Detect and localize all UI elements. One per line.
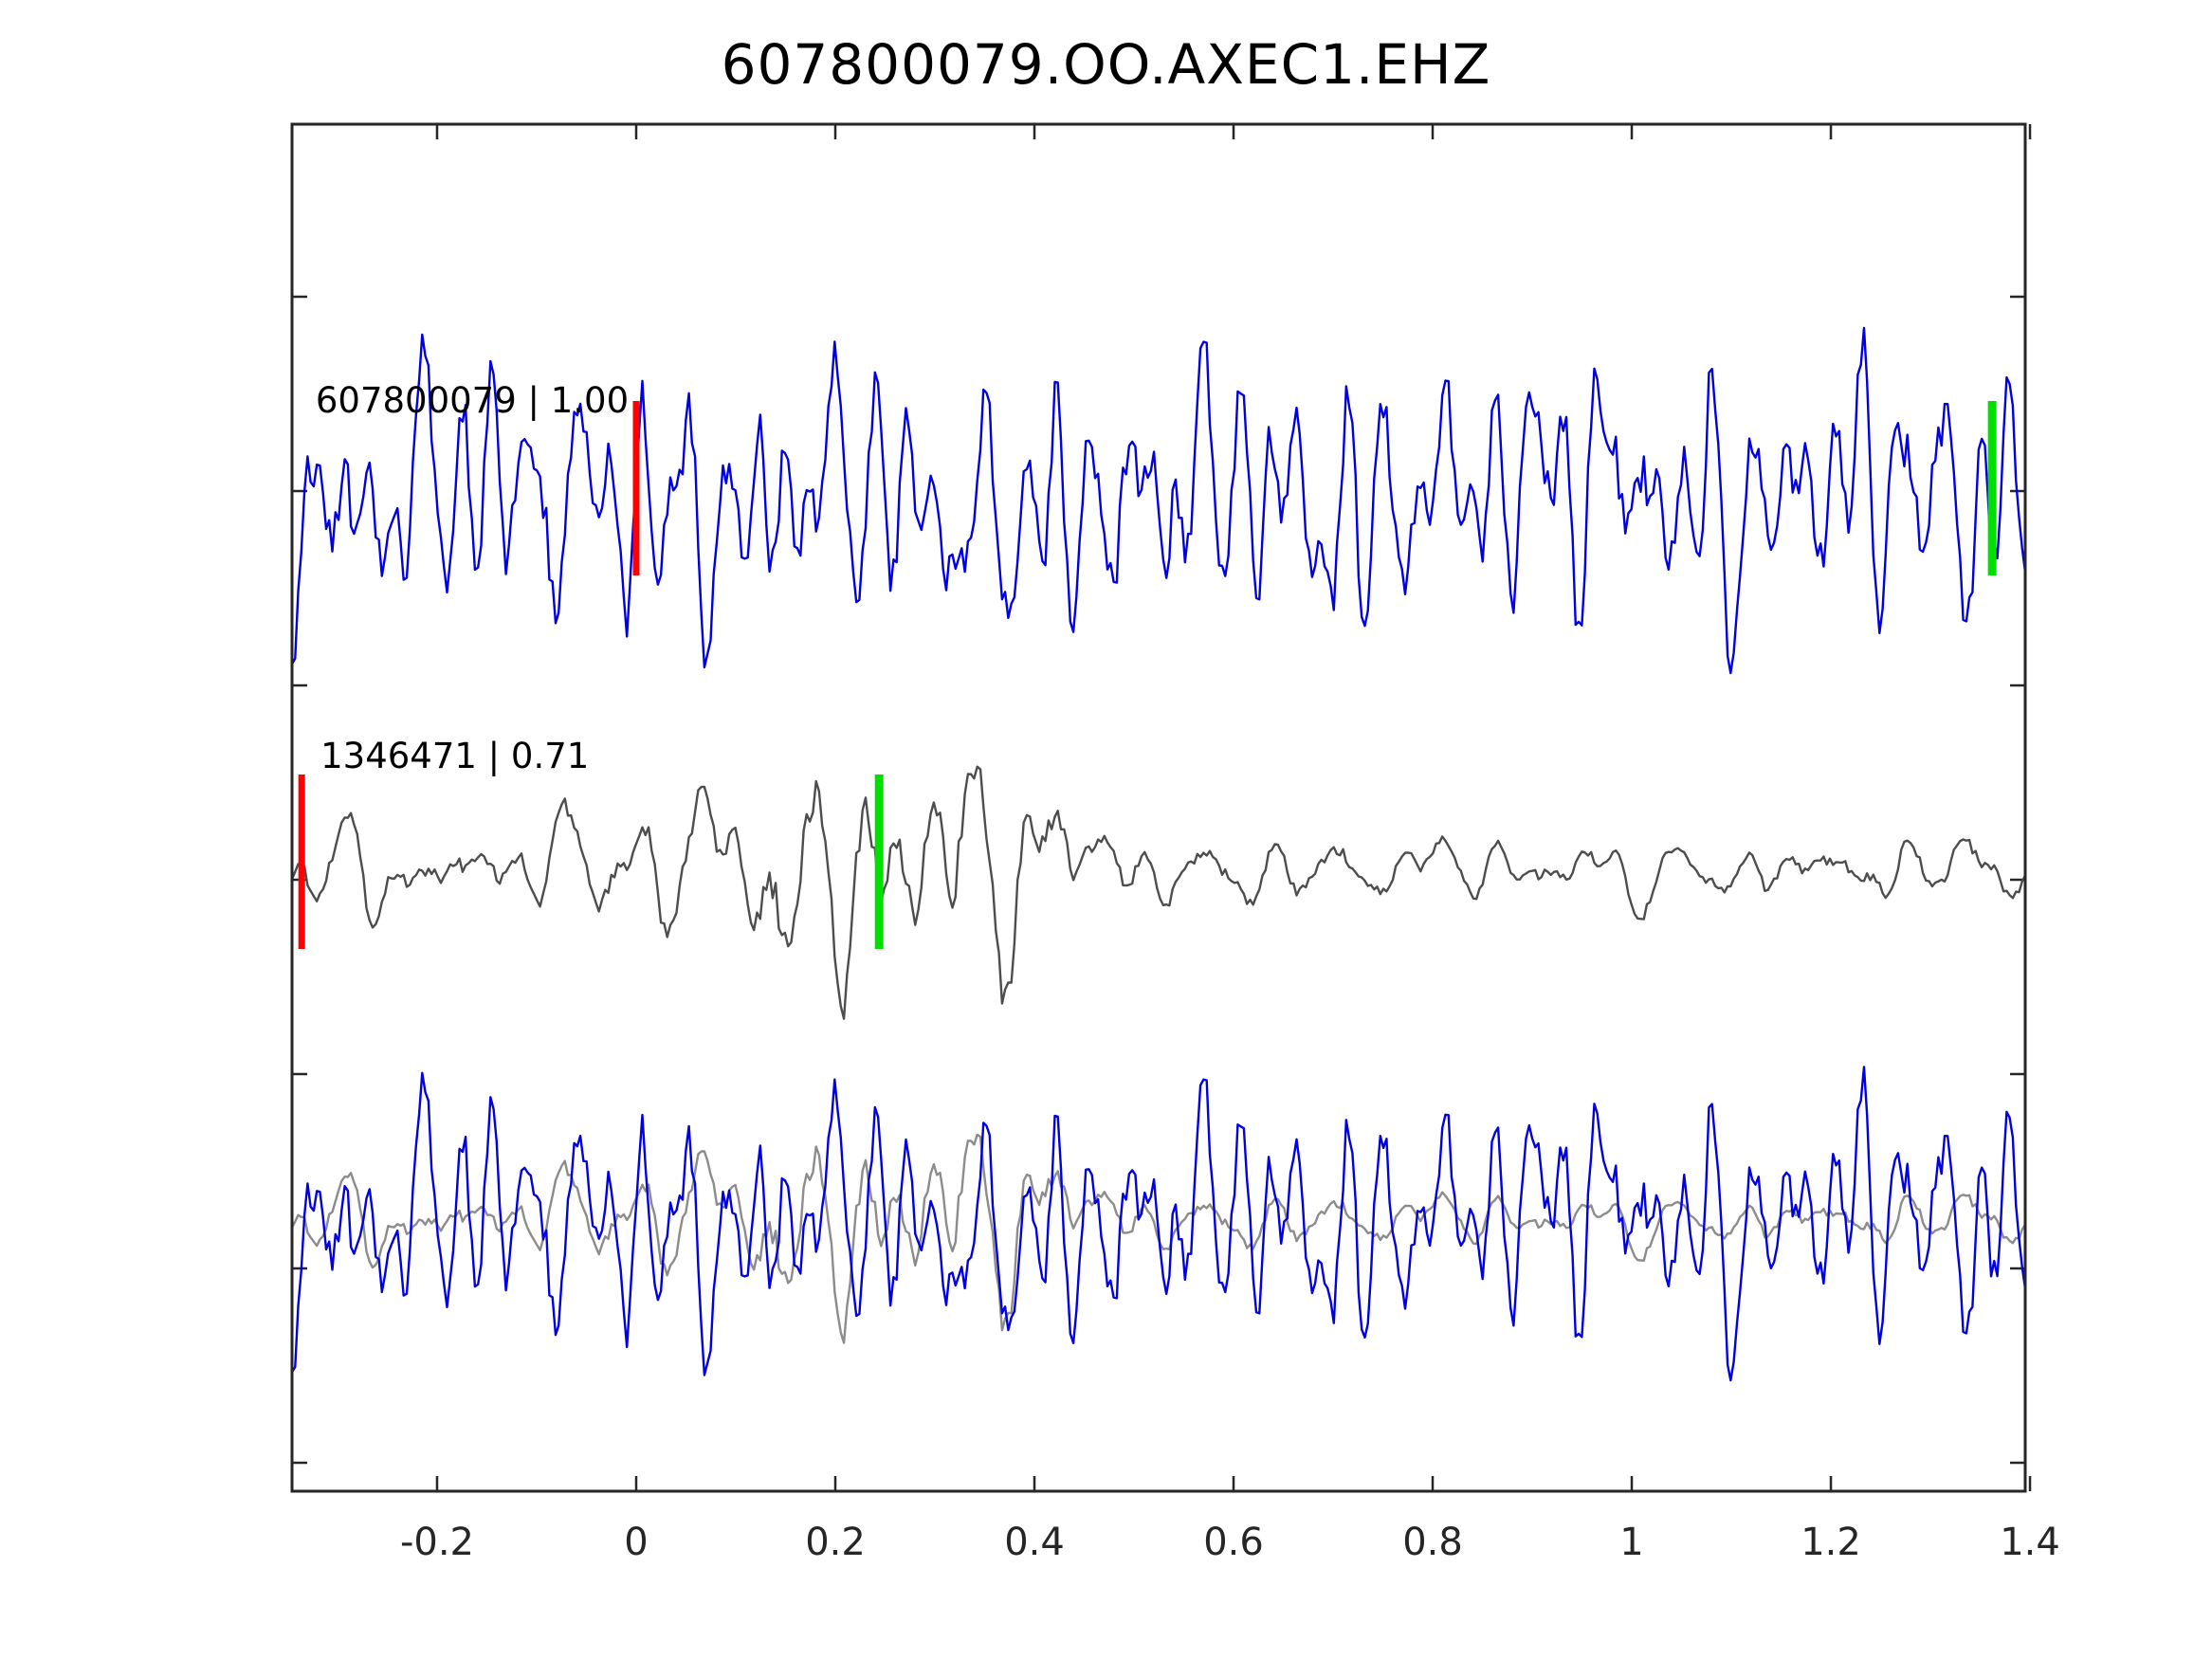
x-tick-label: 1.2 (1801, 1521, 1861, 1564)
trace-layer (292, 326, 2025, 1382)
x-tick-label: 1 (1619, 1521, 1643, 1564)
x-tick-label: 0.4 (1004, 1521, 1065, 1564)
x-tick-label: 0.6 (1203, 1521, 1264, 1564)
x-tick-label: 0 (624, 1521, 648, 1564)
figure-title: 607800079.OO.AXEC1.EHZ (721, 32, 1491, 97)
x-tick-label: 1.4 (2000, 1521, 2060, 1564)
x-tick-label: 0.2 (805, 1521, 866, 1564)
plot-border (290, 122, 2027, 1493)
trace-detection (292, 326, 2025, 675)
trace-label-template: 1346471 | 0.71 (320, 736, 589, 776)
x-tick-label: 0.8 (1402, 1521, 1463, 1564)
trace-overlay-detection (292, 1066, 2025, 1382)
trace-template (292, 765, 2025, 1020)
trace-label-detection: 607800079 | 1.00 (316, 380, 629, 421)
x-tick-label: -0.2 (400, 1521, 474, 1564)
